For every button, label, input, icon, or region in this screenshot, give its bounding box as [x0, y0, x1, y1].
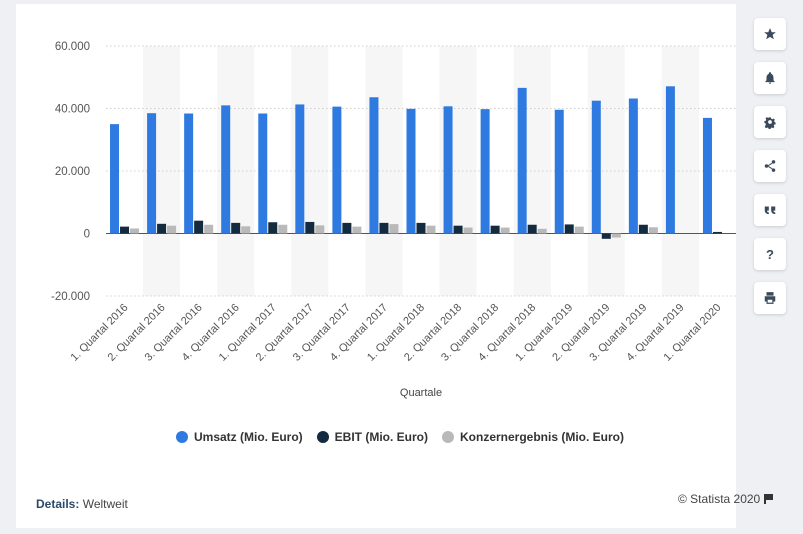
credit-text[interactable]: © Statista 2020 [678, 492, 761, 506]
bar [110, 124, 120, 234]
y-tick-label: 60.000 [55, 41, 90, 53]
help-icon: ? [766, 246, 774, 262]
bar [369, 97, 379, 234]
bar [453, 225, 463, 234]
legend-item-umsatz[interactable]: Umsatz (Mio. Euro) [176, 430, 303, 444]
bar [638, 224, 648, 234]
legend-label: Umsatz (Mio. Euro) [194, 430, 303, 444]
bar [480, 109, 490, 234]
details: Details: Weltweit [36, 497, 128, 511]
share-icon [764, 160, 776, 172]
bar [628, 98, 638, 234]
bar [147, 113, 157, 234]
legend-dot-icon [176, 431, 188, 443]
bar [648, 227, 658, 234]
bar [554, 109, 564, 234]
bar [564, 224, 574, 234]
flag-icon[interactable] [764, 494, 774, 504]
bar [416, 222, 426, 234]
quote-icon [764, 206, 776, 215]
bar [241, 226, 251, 234]
y-tick-label: -20.000 [51, 291, 90, 303]
bar [332, 106, 342, 234]
bar [268, 222, 278, 234]
print-icon [764, 292, 776, 304]
bar [342, 222, 352, 234]
bar [591, 100, 601, 234]
bar [194, 220, 204, 234]
bar [258, 113, 268, 234]
legend-dot-icon [316, 431, 329, 443]
favorite-button[interactable] [754, 18, 786, 50]
bar [204, 224, 214, 234]
settings-button[interactable] [754, 106, 786, 138]
chart-card: -20.000 0 20.000 40.000 60.000 1. Quartal 201… [16, 4, 736, 528]
bar [517, 87, 527, 234]
bar [500, 227, 510, 234]
bar [305, 221, 315, 234]
sidebar-tools: ? [754, 18, 786, 314]
bar [130, 228, 140, 234]
bar [295, 104, 305, 234]
bar [157, 223, 167, 234]
bar [231, 222, 241, 234]
bar [611, 233, 621, 238]
bar [712, 231, 722, 234]
bar [463, 227, 473, 234]
details-label: Details: [36, 497, 80, 511]
bell-icon [765, 72, 775, 84]
legend-label: Konzernergebnis (Mio. Euro) [460, 430, 625, 444]
bar [490, 225, 500, 234]
bar [527, 224, 537, 234]
bar [167, 225, 177, 234]
bar [120, 226, 130, 234]
y-tick-label: 20.000 [55, 166, 90, 178]
share-button[interactable] [754, 150, 786, 182]
y-tick-label: 40.000 [55, 104, 90, 116]
bar [574, 226, 584, 234]
bar [379, 222, 389, 234]
x-axis-title: Quartale [400, 387, 442, 399]
legend: Umsatz (Mio. Euro) EBIT (Mio. Euro) Konz… [176, 430, 624, 444]
gear-icon [764, 117, 776, 129]
statista-credit: © Statista 2020 [678, 492, 774, 506]
details-value[interactable]: Weltweit [82, 497, 128, 511]
notification-button[interactable] [754, 62, 786, 94]
legend-item-konzernergebnis[interactable]: Konzernergebnis (Mio. Euro) [442, 430, 624, 444]
bar [537, 228, 547, 234]
bar [221, 105, 231, 234]
help-button[interactable]: ? [754, 238, 786, 270]
bar [352, 226, 362, 234]
bar [184, 113, 194, 234]
legend-dot-icon [442, 431, 454, 443]
legend-label: EBIT (Mio. Euro) [334, 430, 428, 444]
bar [278, 224, 288, 234]
bar [601, 233, 611, 239]
bar [389, 224, 399, 234]
y-tick-label: 0 [84, 229, 90, 241]
bar [315, 225, 325, 234]
legend-item-ebit[interactable]: EBIT (Mio. Euro) [316, 430, 428, 444]
bar [665, 86, 675, 234]
bar [443, 106, 453, 234]
bar [406, 108, 416, 234]
print-button[interactable] [754, 282, 786, 314]
star-icon [764, 28, 776, 40]
cite-button[interactable] [754, 194, 786, 226]
bar [426, 225, 436, 234]
bar [702, 117, 712, 234]
